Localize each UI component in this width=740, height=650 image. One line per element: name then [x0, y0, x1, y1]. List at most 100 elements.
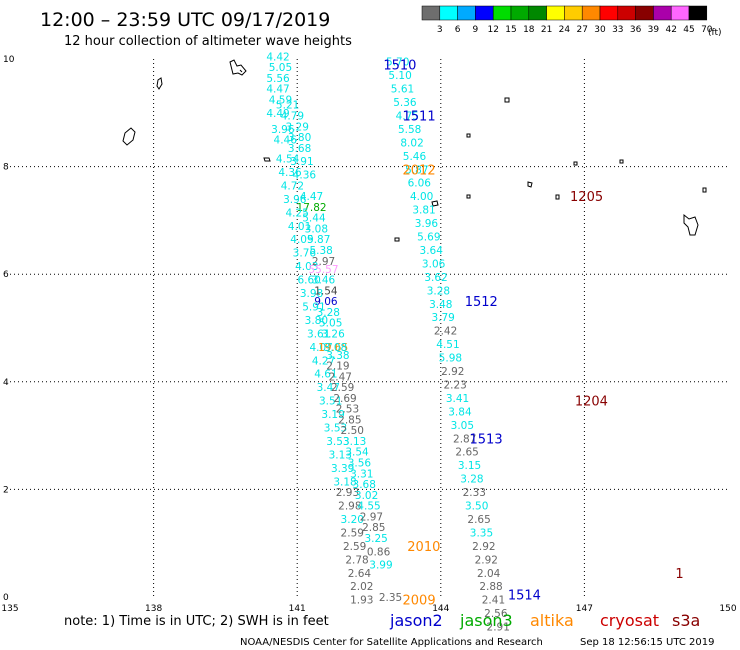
colorbar-swatch: [635, 5, 654, 21]
wave-height-label: 2.53: [336, 404, 359, 416]
wave-height-label: 3.13: [343, 436, 366, 448]
wave-height-label: 3.15: [458, 460, 481, 472]
island-outline: [394, 237, 400, 242]
colorbar-swatch: [670, 5, 690, 21]
wave-height-label: 4.47: [300, 191, 323, 203]
wave-height-label: 0.86: [367, 546, 391, 558]
wave-height-label: 4.36: [293, 170, 317, 182]
island-outline: [527, 181, 533, 188]
colorbar: 3 6 9 12 15 18 21 24 27 30 33 36 39 42 45 70: [421, 5, 713, 35]
wave-height-label: 2.92: [472, 541, 495, 553]
pass-label: 2010: [407, 540, 440, 555]
wave-height-label: 2.91: [487, 622, 510, 634]
wave-height-label: 4.07: [309, 342, 332, 354]
wave-height-label: 5.05: [319, 318, 342, 330]
wave-height-label: 2.65: [455, 447, 478, 459]
wave-height-label: 4.42: [266, 51, 289, 63]
wave-height-label: 3.53: [326, 436, 349, 448]
island-outline: [466, 194, 471, 199]
wave-height-label: 3.25: [364, 533, 387, 545]
wave-height-label: 3.19: [321, 409, 344, 421]
colorbar-label: 39: [648, 25, 660, 35]
wave-height-label: 5.46: [403, 151, 427, 163]
wave-height-label: 4.47: [266, 84, 289, 96]
colorbar-label: 27: [576, 25, 587, 35]
land-outlines: [122, 59, 707, 242]
colorbar-label: 70: [701, 25, 713, 35]
wave-height-label: 4.01: [288, 221, 311, 233]
colorbar-swatch: [564, 5, 583, 21]
wave-height-label: 2.42: [434, 326, 457, 338]
pass-label: 2009: [403, 594, 436, 609]
island-outline: [504, 97, 510, 103]
wave-height-label: 2.47: [329, 371, 352, 383]
wave-height-label: 4.61: [314, 369, 337, 381]
plot-frame: 135 138 141 144 147 150 0 2 4 6 8 10: [1, 55, 736, 614]
wave-height-label: 4.09: [290, 234, 313, 246]
pass-label: 1204: [575, 395, 608, 410]
wave-height-label: 2.98: [338, 501, 361, 513]
wave-height-label: 5.56: [266, 73, 290, 85]
wave-height-label: 3.81: [412, 205, 435, 217]
wave-height-label: 4.55: [357, 501, 380, 513]
wave-height-label: 4.79: [281, 110, 304, 122]
wave-height-label: 5.21: [276, 100, 299, 112]
colorbar-swatch: [528, 5, 547, 21]
wave-height-label: 3.68: [353, 479, 376, 491]
legend-satellite: jason2: [389, 611, 443, 630]
wave-height-label: 3.91: [290, 156, 313, 168]
colorbar-swatch: [688, 5, 708, 21]
wave-height-label: 2.19: [326, 361, 349, 373]
wave-height-label: 5.91: [302, 301, 325, 313]
wave-height-label: 2.35: [379, 592, 402, 604]
wave-height-label: 2.04: [477, 568, 501, 580]
pass-label: 2012: [403, 163, 436, 178]
legend-satellite: altika: [530, 611, 574, 630]
wave-height-label: 2.92: [475, 554, 498, 566]
pass-label: 1514: [508, 588, 541, 603]
wave-height-label: 3.79: [431, 312, 454, 324]
x-tick-label: 138: [145, 604, 162, 614]
wave-height-label: 17.82: [297, 202, 327, 214]
wave-height-label: 6.06: [408, 178, 432, 190]
wave-height-label: 4.72: [281, 180, 304, 192]
pass-label: 1513: [470, 432, 503, 447]
pass-labels: 1510 1511 2012 1205 1512 1204 1513 2010 2009 1514…: [383, 58, 683, 608]
wave-height-label: 3.96: [283, 194, 307, 206]
colorbar-swatch: [475, 5, 494, 21]
colorbar-swatch: [599, 5, 619, 21]
wave-height-label: 3.64: [420, 245, 444, 257]
colorbar-swatch: [653, 5, 672, 21]
wave-height-label: 2.56: [484, 608, 508, 620]
wave-height-label: 3.06: [422, 258, 446, 270]
wave-height-label: 3.51: [319, 396, 342, 408]
wave-height-label: 3.38: [326, 350, 349, 362]
wave-height-labels: 4.425.055.564.474.595.214.494.793.963.29…: [266, 51, 510, 633]
colorbar-label: 3: [437, 25, 443, 35]
colorbar-label: 33: [612, 25, 623, 35]
wave-height-label: 2.69: [333, 393, 356, 405]
wave-height-label: 2.87: [453, 433, 476, 445]
island-outline: [229, 59, 247, 76]
colorbar-swatch: [439, 5, 458, 21]
wave-height-label: 3.13: [329, 449, 352, 461]
wave-height-label: 2.93: [336, 487, 359, 499]
wave-height-label: 5.36: [393, 97, 417, 109]
wave-height-label: 2.33: [463, 487, 486, 499]
wave-height-label: 3.08: [324, 342, 347, 354]
wave-height-label: 1.93: [350, 595, 373, 607]
wave-height-label: 2.92: [441, 366, 464, 378]
wave-height-label: 2.50: [341, 425, 364, 437]
wave-height-label: 3.05: [451, 420, 474, 432]
wave-height-label: 2.23: [443, 379, 466, 391]
wave-height-label: 3.80: [288, 132, 311, 144]
x-tick-label: 135: [1, 604, 18, 614]
wave-height-label: 3.76: [293, 248, 317, 260]
wave-height-label: 3.61: [307, 328, 330, 340]
wave-height-label: 3.54: [345, 447, 369, 459]
colorbar-label: 30: [594, 25, 606, 35]
wave-height-label: 3.50: [465, 501, 488, 513]
wave-height-label: 3.98: [300, 288, 323, 300]
island-outline: [431, 200, 439, 207]
